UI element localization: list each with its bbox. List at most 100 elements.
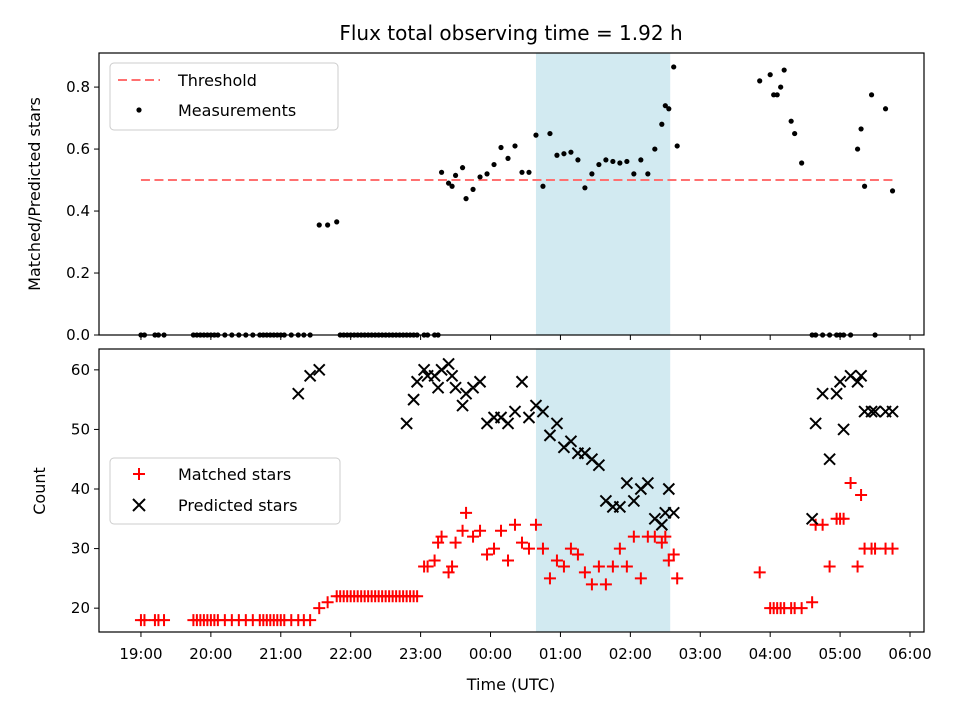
measurement-point <box>792 130 798 137</box>
predicted-star-point <box>854 369 868 383</box>
predicted-star-point <box>868 405 882 418</box>
predicted-star-point <box>592 458 606 472</box>
measurement-point <box>638 157 644 163</box>
predicted-star-point <box>543 429 557 442</box>
measurement-point <box>438 169 445 175</box>
measurement-point <box>325 222 331 228</box>
measurement-point <box>498 144 504 151</box>
predicted-star-point <box>837 423 850 436</box>
measurement-point <box>624 158 630 165</box>
predicted-star-point <box>400 417 413 430</box>
measurement-point <box>674 143 680 149</box>
measurement-point <box>854 146 861 152</box>
matched-star-point <box>599 578 612 591</box>
matched-star-point <box>886 542 899 555</box>
y-tick-label: 0.4 <box>66 202 90 220</box>
predicted-star-point <box>805 512 819 526</box>
measurement-point <box>858 126 864 132</box>
legend-measurements-label: Measurements <box>178 101 296 120</box>
top-panel-x-ticks <box>140 335 911 340</box>
measurement-point <box>533 132 539 138</box>
matched-star-point <box>529 518 542 531</box>
matched-star-point <box>578 566 591 579</box>
predicted-star-point <box>410 375 424 388</box>
matched-star-point <box>844 477 857 490</box>
x-tick-label: 05:00 <box>818 645 861 663</box>
matched-star-point <box>667 548 680 561</box>
x-tick-label: 21:00 <box>259 645 302 663</box>
matched-star-point <box>671 572 684 585</box>
matched-star-point <box>634 572 647 585</box>
measurement-point <box>778 84 784 90</box>
matched-star-point <box>522 542 535 555</box>
legend-predicted-swatch <box>132 498 146 512</box>
x-tick-label: 00:00 <box>469 645 512 663</box>
matched-star-point <box>456 524 469 537</box>
matched-star-point <box>627 530 640 543</box>
matched-star-point <box>837 512 850 525</box>
bottom-panel: 20 30 40 50 60 19:00 20:00 21:00 22:00 23:00 00:0… <box>30 348 932 694</box>
predicted-star-point <box>417 363 431 377</box>
predicted-star-point <box>292 387 305 400</box>
y-tick-label: 0.8 <box>66 78 90 96</box>
bottom-panel-y-ticks: 20 30 40 50 60 <box>71 361 99 617</box>
matched-star-point <box>495 524 508 537</box>
predicted-star-point <box>830 387 843 400</box>
measurement-point <box>596 161 602 168</box>
matched-star-point <box>313 602 326 615</box>
matched-star-point <box>421 560 434 573</box>
predicted-star-point <box>851 375 864 388</box>
predicted-star-points <box>292 357 899 531</box>
measurement-point <box>861 183 868 189</box>
measurement-point <box>575 157 581 163</box>
measurement-point <box>617 160 623 166</box>
predicted-star-point <box>456 399 469 412</box>
matched-star-point <box>795 602 808 615</box>
y-tick-label: 40 <box>71 480 90 498</box>
measurement-point <box>519 169 525 175</box>
top-panel-frame <box>98 52 925 336</box>
predicted-star-point <box>662 482 676 496</box>
predicted-star-point <box>536 405 550 418</box>
matched-star-point <box>557 560 570 573</box>
measurement-point <box>868 92 875 98</box>
matched-star-point <box>508 518 521 531</box>
measurement-point <box>631 171 637 177</box>
matched-star-point <box>592 560 605 573</box>
measurement-point <box>477 174 483 180</box>
top-legend-frame <box>109 62 339 131</box>
legend-matched-label: Matched stars <box>178 465 291 484</box>
matched-star-point <box>648 530 661 543</box>
measurement-point <box>445 180 452 186</box>
matched-star-point <box>869 542 882 555</box>
predicted-star-point <box>613 500 627 514</box>
measurement-point <box>774 92 780 98</box>
y-tick-label: 60 <box>71 361 90 379</box>
predicted-star-point <box>449 381 462 394</box>
matched-star-point <box>158 614 171 627</box>
matched-star-point <box>806 596 819 609</box>
measurement-point <box>484 171 490 177</box>
predicted-star-point <box>522 411 536 424</box>
measurement-point <box>561 151 567 157</box>
top-panel: 0.00.20.40.60.8 Matched/Predicted stars … <box>25 52 925 344</box>
x-tick-label: 03:00 <box>679 645 722 663</box>
x-tick-label: 23:00 <box>399 645 442 663</box>
matched-star-point <box>620 560 633 573</box>
matched-star-point <box>488 542 501 555</box>
matched-star-point <box>411 590 424 603</box>
predicted-star-point <box>445 369 459 383</box>
predicted-star-point <box>667 506 680 520</box>
measurement-point <box>547 130 553 137</box>
matched-star-point <box>502 554 515 567</box>
measurement-point <box>882 106 889 112</box>
predicted-star-point <box>886 405 899 418</box>
measurement-point <box>568 149 574 155</box>
predicted-star-point <box>550 417 564 430</box>
x-tick-label: 02:00 <box>609 645 652 663</box>
x-tick-label: 19:00 <box>119 645 162 663</box>
legend-matched-swatch <box>133 468 145 480</box>
x-tick-label: 20:00 <box>189 645 232 663</box>
matched-star-point <box>321 596 334 609</box>
measurement-point <box>334 219 340 225</box>
